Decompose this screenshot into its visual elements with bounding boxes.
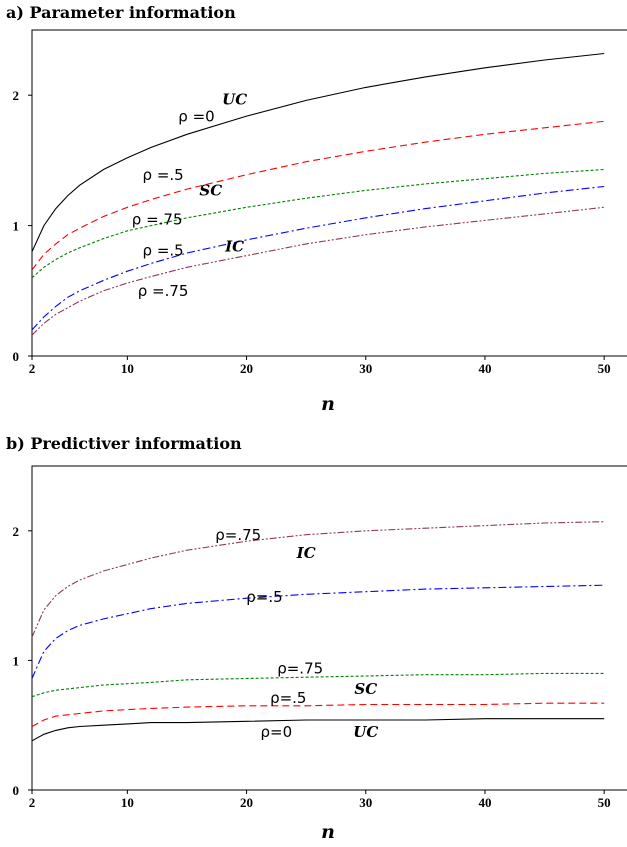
panel-title: a) Parameter information: [6, 3, 236, 22]
x-tick-label: 50: [598, 361, 611, 376]
panel-parameter-information: a) Parameter information 2 10 20 30 40 50 0 1 2 ρ…: [6, 3, 627, 415]
plot-area: 2 10 20 30 40 50 0 1 2 ρ=.75 IC ρ=.5 ρ=.75 ρ=.5 SC ρ=0 U…: [13, 465, 627, 810]
group-annotation: SC: [199, 182, 222, 200]
x-tick-label: 40: [478, 361, 491, 376]
series-line-2: [31, 168, 605, 279]
rho-annotation: ρ=.75: [215, 526, 261, 544]
x-tick-label: 30: [359, 361, 372, 376]
x-tick-label: 30: [359, 795, 372, 810]
series-line-1: [31, 120, 605, 271]
x-tick-label: 20: [240, 361, 253, 376]
x-axis-title: n: [321, 821, 335, 843]
x-tick-label: 50: [598, 795, 611, 810]
plot-frame: [31, 465, 627, 791]
x-axis-title: n: [321, 393, 335, 415]
plot-frame: [31, 29, 627, 357]
rho-annotation: ρ=.5: [246, 588, 282, 606]
y-tick-label: 2: [13, 88, 20, 103]
rho-annotation: ρ =.5: [143, 242, 184, 260]
group-annotation: SC: [354, 680, 377, 698]
series-line-0: [31, 521, 605, 638]
panel-predictive-information: b) Predictiver information 2 10 20 30 40 50 0 1…: [6, 434, 627, 843]
rho-annotation: ρ =.75: [132, 210, 183, 228]
series-line-0: [31, 52, 605, 252]
series-line-4: [31, 718, 605, 742]
x-tick-label: 10: [121, 361, 134, 376]
y-tick-label: 1: [13, 653, 20, 668]
series-line-1: [31, 584, 605, 679]
group-annotation: IC: [296, 544, 316, 562]
rho-annotation: ρ =.5: [143, 166, 184, 184]
x-tick-label: 10: [121, 795, 134, 810]
plot-area: 2 10 20 30 40 50 0 1 2 ρ =0 UC ρ =.5 SC ρ =.75 ρ =.5 IC…: [13, 29, 627, 376]
series-line-3: [31, 185, 605, 331]
y-tick-label: 1: [13, 219, 20, 234]
x-tick-label: 40: [478, 795, 491, 810]
y-tick-label: 0: [13, 349, 20, 364]
rho-annotation: ρ =.75: [138, 282, 189, 300]
rho-annotation: ρ=.75: [277, 659, 323, 677]
series-line-3: [31, 702, 605, 727]
series-line-2: [31, 672, 605, 698]
x-tick-label: 20: [240, 795, 253, 810]
panel-title: b) Predictiver information: [6, 434, 242, 453]
rho-annotation: ρ=0: [261, 723, 293, 741]
group-annotation: IC: [224, 238, 244, 256]
x-tick-label: 2: [29, 361, 36, 376]
x-tick-label: 2: [29, 795, 36, 810]
rho-annotation: ρ =0: [178, 107, 214, 125]
group-annotation: UC: [353, 723, 378, 741]
series-line-4: [31, 206, 605, 336]
y-tick-label: 0: [13, 783, 20, 798]
group-annotation: UC: [222, 90, 247, 108]
rho-annotation: ρ=.5: [270, 689, 306, 707]
y-tick-label: 2: [13, 524, 20, 539]
